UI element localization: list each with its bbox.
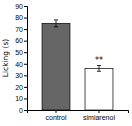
y-tick-label: 0 — [19, 107, 23, 114]
y-tick-mark — [24, 41, 27, 42]
y-axis-title: Licking (s) — [1, 39, 10, 78]
y-tick-label: 10 — [15, 95, 23, 102]
chart: 0 10 20 30 40 50 60 70 80 90 control simiarenol ** Li… — [0, 0, 132, 126]
y-tick: 40 — [15, 61, 27, 68]
y-tick-label: 70 — [15, 26, 23, 33]
x-axis: control simiarenol — [28, 110, 129, 121]
y-tick-label: 60 — [15, 37, 23, 44]
x-tick: control — [46, 110, 67, 121]
x-tick: simiarenol — [83, 110, 115, 121]
y-tick: 30 — [15, 72, 27, 79]
bar — [42, 23, 70, 110]
x-tick-mark — [98, 110, 99, 113]
x-tick-label: control — [46, 114, 67, 121]
y-tick: 20 — [15, 84, 27, 91]
y-tick: 50 — [15, 49, 27, 56]
y-tick-mark — [24, 98, 27, 99]
y-tick-mark — [24, 6, 27, 7]
y-axis: 0 10 20 30 40 50 60 70 80 90 — [15, 3, 27, 114]
y-tick: 10 — [15, 95, 27, 102]
y-tick: 90 — [15, 3, 27, 10]
plot: 0 10 20 30 40 50 60 70 80 90 control simiarenol ** — [15, 3, 128, 121]
y-tick-mark — [24, 87, 27, 88]
bar — [85, 68, 113, 110]
y-tick: 60 — [15, 37, 27, 44]
y-tick-mark — [24, 52, 27, 53]
y-tick-label: 30 — [15, 72, 23, 79]
error-bar — [97, 66, 101, 72]
y-tick-label: 90 — [15, 3, 23, 10]
y-tick-label: 50 — [15, 49, 23, 56]
y-tick-mark — [24, 29, 27, 30]
error-bar — [54, 20, 58, 27]
y-tick-label: 80 — [15, 14, 23, 21]
y-tick-mark — [24, 110, 27, 111]
y-tick-mark — [24, 75, 27, 76]
y-tick: 80 — [15, 14, 27, 21]
marks — [42, 20, 113, 110]
significance-label: ** — [95, 56, 103, 65]
y-tick-mark — [24, 64, 27, 65]
y-tick-mark — [24, 18, 27, 19]
x-axis-line — [28, 111, 129, 114]
y-tick: 0 — [19, 107, 27, 114]
y-tick: 70 — [15, 26, 27, 33]
x-tick-label: simiarenol — [83, 114, 115, 121]
x-tick-mark — [56, 110, 57, 113]
y-tick-label: 40 — [15, 61, 23, 68]
y-tick-label: 20 — [15, 84, 23, 91]
y-axis-line — [24, 7, 28, 111]
